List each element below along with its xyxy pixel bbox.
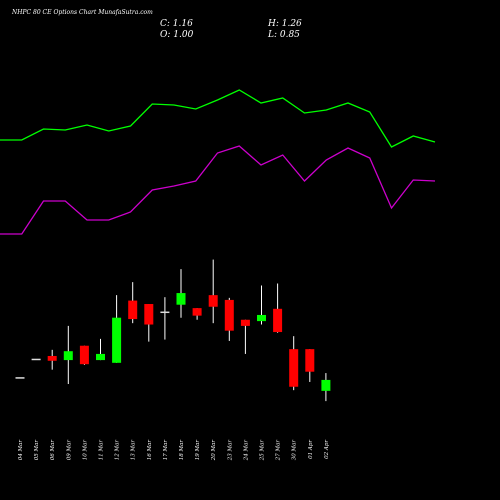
- candle-body: [96, 353, 105, 361]
- x-tick-label: 20 Mar: [211, 440, 217, 462]
- x-tick-label: 25 Mar: [260, 440, 266, 462]
- candle-body: [176, 293, 186, 305]
- x-tick-label: 27 Mar: [276, 440, 282, 462]
- candle-body: [321, 379, 331, 391]
- x-tick-label: 11 Mar: [99, 440, 105, 461]
- candle-body: [208, 295, 218, 307]
- x-tick-label: 24 Mar: [243, 440, 249, 462]
- x-tick-label: 17 Mar: [163, 440, 169, 461]
- candle-body: [79, 345, 89, 365]
- x-tick-label: 01 Apr: [308, 440, 314, 459]
- candle-body: [305, 349, 315, 372]
- x-tick-label: 13 Mar: [131, 440, 137, 461]
- candle-body: [257, 314, 266, 322]
- ohlc-open: O: 1.00: [160, 30, 194, 40]
- ohlc-low: L: 0.85: [267, 30, 300, 40]
- candle-body: [192, 308, 202, 316]
- ohlc-close: C: 1.16: [160, 19, 193, 29]
- candle-body: [112, 317, 122, 363]
- candle-body: [240, 319, 250, 326]
- candle-body: [160, 311, 170, 314]
- candle-body: [63, 351, 73, 361]
- candle-body: [224, 299, 234, 331]
- x-tick-label: 19 Mar: [195, 440, 201, 461]
- x-tick-label: 18 Mar: [179, 440, 185, 461]
- chart-title: NHPC 80 CE Options Chart MunafaSutra.com: [11, 9, 153, 16]
- candle-body: [15, 377, 25, 379]
- x-tick-label: 12 Mar: [115, 440, 121, 461]
- candle-body: [47, 355, 57, 361]
- x-tick-label: 23 Mar: [227, 440, 233, 462]
- candle-body: [31, 358, 41, 361]
- indicator-line: [0, 145, 436, 235]
- candle-body: [128, 300, 138, 320]
- x-tick-label: 10 Mar: [82, 440, 88, 461]
- x-tick-label: 30 Mar: [292, 440, 298, 461]
- candle-body: [273, 308, 283, 333]
- x-tick-label: 09 Mar: [66, 440, 72, 461]
- candle-body: [144, 304, 154, 325]
- x-tick-label: 02 Apr: [324, 440, 330, 459]
- indicator-line: [0, 89, 436, 148]
- x-tick-label: 06 Mar: [50, 440, 56, 461]
- x-tick-label: 04 Mar: [18, 440, 24, 461]
- ohlc-high: H: 1.26: [267, 19, 302, 29]
- x-tick-label: 05 Mar: [34, 440, 40, 461]
- candle-body: [289, 349, 299, 387]
- x-tick-label: 16 Mar: [147, 440, 153, 461]
